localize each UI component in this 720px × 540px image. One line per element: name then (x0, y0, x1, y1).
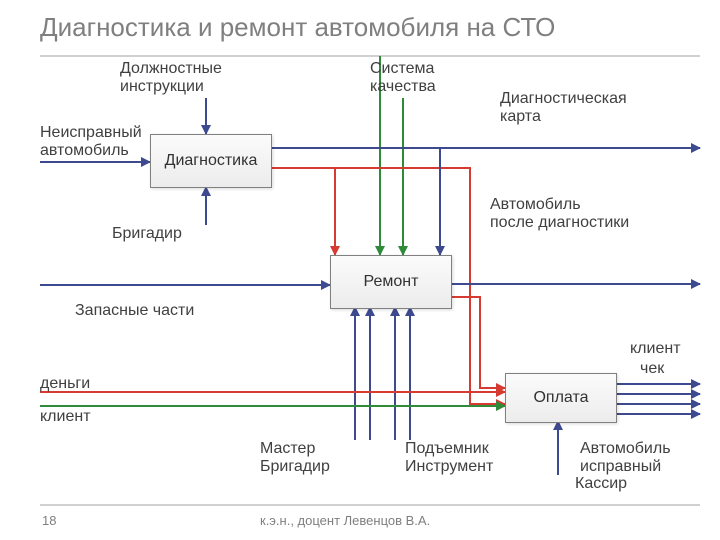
label-diag_card: Диагностическая карта (500, 90, 627, 127)
label-money: деньги (40, 375, 90, 393)
label-master: Мастер Бригадир (260, 440, 330, 477)
page-number: 18 (42, 513, 56, 528)
label-client_out: клиент (630, 340, 681, 358)
node-diagnostics: Диагностика (150, 134, 272, 188)
label-quality: Система качества (370, 60, 436, 97)
label-faulty_car: Неисправный автомобиль (40, 124, 142, 161)
label-car_ok: Автомобиль исправный (580, 440, 671, 477)
label-client_in: клиент (40, 408, 91, 426)
label-lift: Подъемник Инструмент (405, 440, 493, 477)
label-car_after: Автомобиль после диагностики (490, 196, 629, 233)
label-check: чек (640, 360, 664, 378)
label-brigadier: Бригадир (112, 225, 182, 243)
node-payment: Оплата (505, 373, 617, 423)
label-instructions: Должностные инструкции (120, 60, 222, 97)
footer-text: к.э.н., доцент Левенцов В.А. (260, 513, 430, 528)
node-repair: Ремонт (330, 255, 452, 309)
label-spare_parts: Запасные части (75, 302, 194, 320)
label-cashier: Кассир (575, 475, 627, 493)
edge-repair-to-pay (450, 297, 505, 388)
diagram-title: Диагностика и ремонт автомобиля на СТО (40, 12, 555, 43)
